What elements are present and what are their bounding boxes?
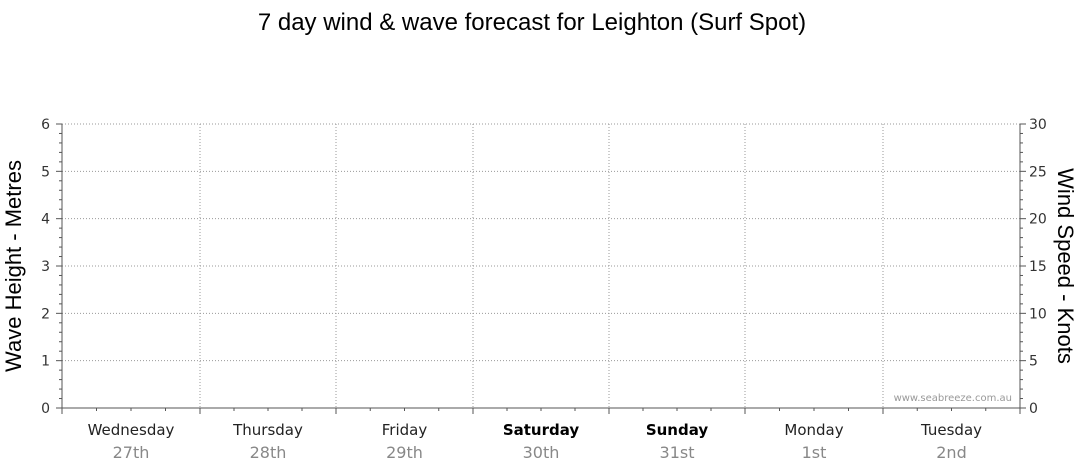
left-axis-tick-label: 0 bbox=[41, 401, 50, 417]
labels-layer: 0 1 2 3 4 5 6 0 5 10 15 20 25 30 Wednesday 27th Thursday… bbox=[41, 117, 1047, 462]
right-axis-tick-label: 20 bbox=[1029, 212, 1047, 228]
day-name-label: Tuesday bbox=[920, 421, 982, 439]
day-name-label: Saturday bbox=[503, 421, 580, 439]
day-date-label: 1st bbox=[802, 443, 827, 462]
right-axis-tick-label: 15 bbox=[1029, 259, 1047, 275]
left-axis-tick-label: 5 bbox=[41, 164, 50, 180]
day-name-label: Thursday bbox=[232, 421, 303, 439]
left-axis-tick-label: 1 bbox=[41, 354, 50, 370]
right-axis-tick-label: 25 bbox=[1029, 164, 1047, 180]
day-date-label: 27th bbox=[113, 443, 150, 462]
left-axis-title: Wave Height - Metres bbox=[1, 160, 26, 372]
day-name-label: Sunday bbox=[646, 421, 709, 439]
right-axis-tick-label: 5 bbox=[1029, 354, 1038, 370]
watermark-text: www.seabreeze.com.au bbox=[894, 393, 1012, 404]
day-name-label: Wednesday bbox=[88, 421, 175, 439]
day-date-label: 28th bbox=[250, 443, 287, 462]
day-date-label: 29th bbox=[386, 443, 423, 462]
left-axis-tick-label: 6 bbox=[41, 117, 50, 133]
left-axis-tick-label: 3 bbox=[41, 259, 50, 275]
grid-layer bbox=[62, 123, 1020, 408]
day-date-label: 30th bbox=[523, 443, 560, 462]
right-axis-tick-label: 10 bbox=[1029, 306, 1047, 322]
day-name-label: Monday bbox=[784, 421, 843, 439]
left-axis-tick-label: 2 bbox=[41, 306, 50, 322]
chart-title: 7 day wind & wave forecast for Leighton … bbox=[258, 9, 806, 36]
right-axis-tick-label: 30 bbox=[1029, 117, 1047, 133]
day-date-label: 31st bbox=[660, 443, 695, 462]
right-axis-title: Wind Speed - Knots bbox=[1053, 168, 1078, 364]
day-date-label: 2nd bbox=[936, 443, 966, 462]
axes-layer bbox=[56, 123, 1026, 414]
right-axis-tick-label: 0 bbox=[1029, 401, 1038, 417]
day-name-label: Friday bbox=[382, 421, 428, 439]
left-axis-tick-label: 4 bbox=[41, 212, 50, 228]
